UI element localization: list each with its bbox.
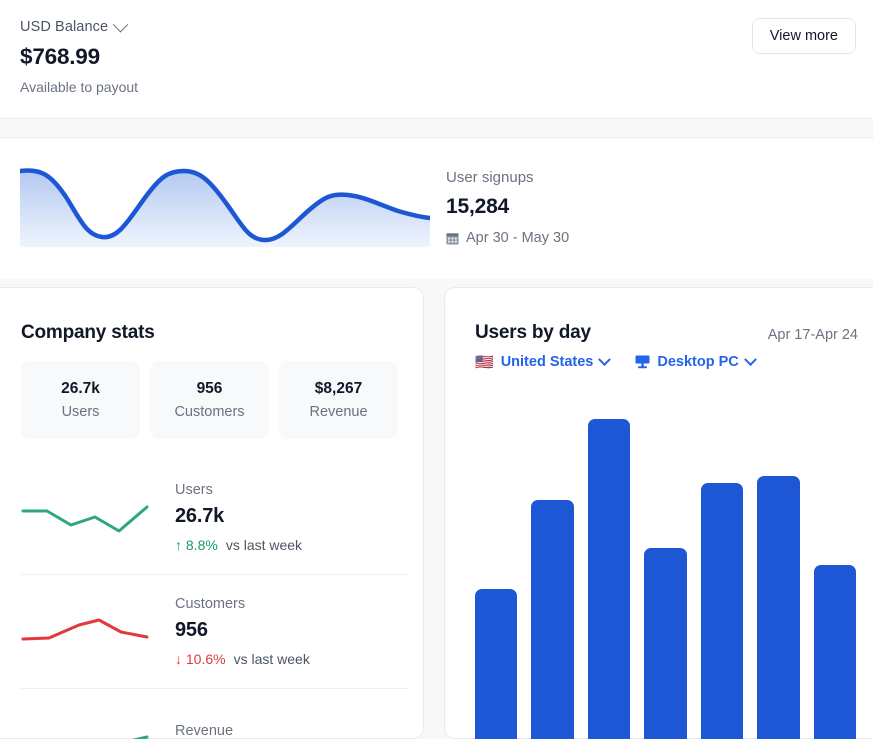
stat-text: Revenue $8,267: [175, 723, 235, 739]
signups-value: 15,284: [446, 195, 510, 218]
chevron-down-icon: [598, 352, 612, 366]
chart-filters: 🇺🇸 United States Desktop PC: [475, 352, 757, 371]
stat-row-customers: Customers 956 ↓ 10.6% vs last week: [21, 575, 409, 689]
signups-title: User signups: [446, 169, 534, 186]
company-stats-title: Company stats: [21, 322, 155, 343]
delta-note: vs last week: [225, 537, 303, 553]
stat-name: Revenue: [175, 722, 234, 739]
delta-value: ↑ 8.8%: [175, 537, 218, 553]
company-stats-card: Company stats 26.7k Users 956 Customers …: [0, 287, 424, 739]
stat-rows: Users 26.7k ↑ 8.8% vs last week Customer…: [21, 461, 409, 739]
signups-area-chart: [20, 159, 430, 247]
bar: [644, 547, 687, 739]
tile-value: $8,267: [314, 380, 363, 397]
chevron-down-icon: [743, 352, 757, 366]
user-signups-section: User signups 15,284 Apr 30 - May 30: [0, 139, 873, 279]
bar: [757, 476, 800, 739]
country-filter[interactable]: 🇺🇸 United States: [475, 352, 612, 371]
stat-text: Customers 956 ↓ 10.6% vs last week: [175, 596, 310, 667]
chevron-down-icon: [112, 16, 129, 32]
country-filter-label: United States: [500, 354, 594, 370]
stat-tile-revenue: $8,267 Revenue: [279, 361, 398, 439]
tile-label: Revenue: [309, 404, 368, 420]
tile-label: Users: [61, 404, 100, 420]
cards-region: Company stats 26.7k Users 956 Customers …: [0, 281, 873, 739]
stat-text: Users 26.7k ↑ 8.8% vs last week: [175, 482, 302, 553]
balance-amount: $768.99: [20, 44, 100, 69]
balance-label: USD Balance: [20, 19, 109, 35]
signups-date-text: Apr 30 - May 30: [466, 230, 570, 246]
stat-value: 26.7k: [175, 505, 225, 527]
monitor-icon: [635, 355, 650, 369]
stat-tile-users: 26.7k Users: [21, 361, 140, 439]
signups-date-range[interactable]: Apr 30 - May 30: [446, 230, 569, 246]
users-by-day-range: Apr 17-Apr 24: [767, 327, 858, 343]
stat-delta: ↑ 8.8% vs last week: [175, 537, 302, 553]
delta-note: vs last week: [233, 651, 310, 667]
section-divider-band: [0, 118, 873, 138]
users-by-day-card: Users by day Apr 17-Apr 24 🇺🇸 United Sta…: [444, 287, 873, 739]
stat-row-revenue: Revenue $8,267: [21, 689, 409, 739]
balance-subtitle: Available to payout: [20, 79, 139, 95]
view-more-button[interactable]: View more: [751, 18, 856, 54]
device-filter-label: Desktop PC: [657, 354, 739, 370]
device-filter[interactable]: Desktop PC: [635, 352, 757, 370]
bar: [475, 588, 518, 739]
stat-tiles: 26.7k Users 956 Customers $8,267 Revenue: [21, 361, 398, 439]
stat-value: 956: [175, 619, 208, 641]
us-flag-icon: 🇺🇸: [475, 353, 494, 371]
tile-label: Customers: [174, 404, 245, 420]
bar: [813, 564, 856, 739]
bar: [700, 483, 744, 739]
currency-selector[interactable]: USD Balance: [20, 16, 129, 35]
users-by-day-bar-chart: [475, 405, 856, 739]
revenue-sparkline: [23, 735, 149, 739]
stat-tile-customers: 956 Customers: [150, 361, 269, 439]
users-sparkline: [21, 505, 149, 532]
stat-delta: ↓ 10.6% vs last week: [175, 651, 310, 667]
stat-name: Customers: [175, 596, 246, 612]
balance-header: USD Balance $768.99 Available to payout …: [0, 0, 873, 118]
bar: [531, 500, 574, 739]
calendar-icon: [446, 232, 459, 245]
tile-value: 26.7k: [61, 380, 100, 397]
stat-row-users: Users 26.7k ↑ 8.8% vs last week: [21, 461, 409, 575]
bar: [587, 418, 631, 739]
signups-info: User signups 15,284 Apr 30 - May 30: [446, 169, 569, 246]
delta-value: ↓ 10.6%: [175, 651, 226, 667]
stat-name: Users: [175, 482, 213, 498]
users-by-day-title: Users by day: [475, 322, 591, 343]
tile-value: 956: [196, 380, 223, 397]
customers-sparkline: [21, 618, 149, 640]
